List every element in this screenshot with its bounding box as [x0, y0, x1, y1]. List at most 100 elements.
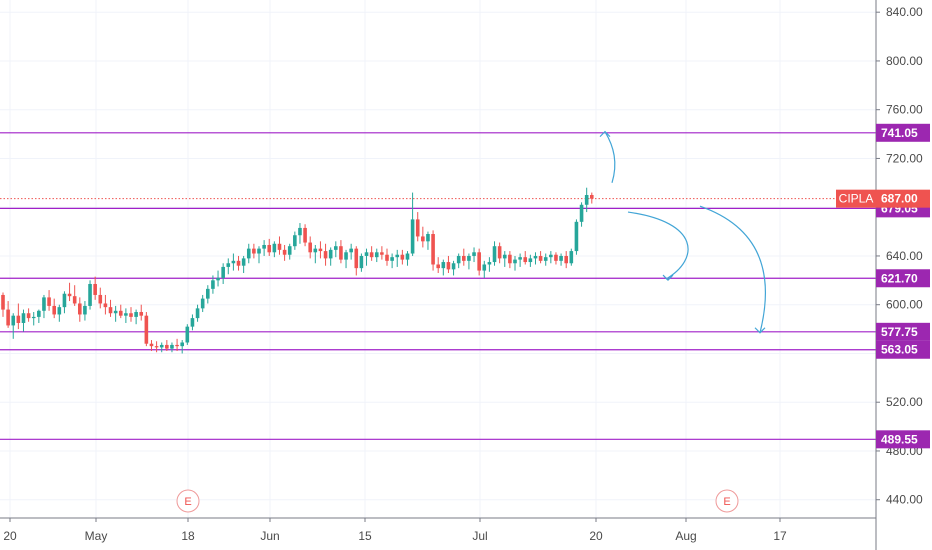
- annotation-arrow-down-short: [627, 211, 689, 281]
- candle-body: [344, 252, 348, 260]
- candle-body: [518, 257, 522, 260]
- candle-body: [62, 293, 67, 308]
- candle-body: [231, 260, 236, 264]
- candle: [380, 246, 384, 260]
- candle: [67, 282, 72, 302]
- level-price-label: 563.05: [876, 340, 930, 359]
- candle: [57, 304, 62, 322]
- candle-body: [180, 342, 184, 347]
- candle: [221, 263, 225, 284]
- candle: [462, 248, 466, 266]
- candle: [543, 253, 548, 266]
- candle-body: [287, 246, 292, 255]
- candle-body: [226, 263, 231, 267]
- level-label-text: 489.55: [881, 432, 918, 446]
- candle-body: [323, 251, 328, 259]
- candle: [170, 342, 174, 353]
- candle-body: [426, 234, 430, 242]
- candle-body: [415, 219, 420, 237]
- candle: [482, 260, 487, 278]
- candle-body: [405, 253, 410, 260]
- candle: [415, 212, 420, 242]
- level-label-bg: [876, 123, 930, 142]
- candle-body: [118, 310, 123, 316]
- level-label-bg: [876, 340, 930, 359]
- candle-body: [421, 236, 425, 242]
- candle: [349, 243, 353, 260]
- candle-body: [108, 307, 113, 314]
- candle-body: [385, 254, 389, 261]
- candle-body: [88, 283, 92, 306]
- candle: [11, 313, 16, 339]
- candle: [502, 251, 507, 267]
- candle-body: [579, 204, 584, 222]
- candle-body: [293, 235, 297, 247]
- candle-body: [6, 309, 10, 326]
- candle-body: [262, 244, 266, 249]
- earnings-marker: E: [176, 489, 200, 513]
- candle: [431, 230, 435, 271]
- level-price-label: 621.70: [876, 269, 930, 288]
- candle: [472, 247, 476, 263]
- level-label-bg: [876, 322, 930, 341]
- candle: [144, 312, 149, 347]
- candle-body: [57, 307, 62, 315]
- level-price-label: 741.05: [876, 123, 930, 142]
- y-tick-label: 640.00: [886, 249, 923, 263]
- symbol-tag-text: CIPLA: [839, 192, 874, 206]
- candle-body: [441, 262, 446, 269]
- candle-body: [72, 296, 77, 304]
- candle-body: [124, 313, 128, 316]
- horizontal-levels: [0, 132, 876, 440]
- candle: [211, 275, 215, 294]
- candle: [149, 340, 154, 352]
- candle: [113, 305, 118, 322]
- candle: [426, 231, 430, 250]
- candle: [118, 304, 123, 319]
- candle: [487, 257, 492, 272]
- candle: [446, 255, 451, 274]
- candle: [185, 324, 190, 345]
- x-tick-label: May: [85, 529, 108, 543]
- candle-body: [523, 257, 528, 263]
- candle-body: [369, 252, 374, 258]
- candle-body: [334, 246, 338, 250]
- candle-body: [569, 251, 574, 264]
- arrow-path: [604, 131, 616, 183]
- candle: [400, 249, 405, 265]
- candle-body: [11, 315, 16, 326]
- candle: [334, 241, 338, 258]
- candle-body: [564, 255, 568, 264]
- candle-body: [1, 294, 5, 310]
- candle: [103, 294, 108, 315]
- level-price-label: 489.55: [876, 430, 930, 449]
- candle: [139, 304, 144, 321]
- candle: [344, 249, 348, 269]
- candle-body: [359, 255, 364, 269]
- x-tick-label: 20: [3, 529, 17, 543]
- symbol-tag: CIPLA: [836, 189, 876, 208]
- candle-body: [354, 248, 359, 269]
- candle: [528, 254, 533, 267]
- candle: [267, 238, 272, 256]
- candle: [282, 244, 287, 261]
- level-label-text: 563.05: [881, 343, 918, 357]
- candle-body: [528, 258, 533, 263]
- candle-body: [211, 280, 215, 289]
- candle-body: [221, 266, 225, 278]
- candle-body: [236, 260, 241, 266]
- level-price-label: 577.75: [876, 322, 930, 341]
- candle: [52, 298, 56, 319]
- candle: [549, 251, 553, 264]
- candle: [569, 248, 574, 266]
- candle: [554, 252, 558, 265]
- candle: [93, 276, 97, 300]
- candle: [513, 255, 517, 271]
- candle-body: [497, 246, 502, 259]
- candle: [323, 243, 328, 266]
- candle-body: [277, 243, 282, 250]
- candle: [216, 270, 220, 287]
